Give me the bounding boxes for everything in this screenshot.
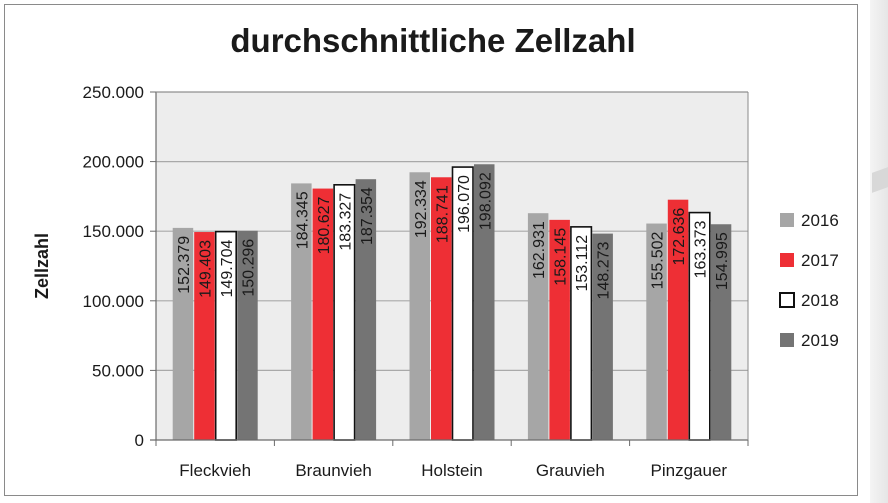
bar-2017-fleckvieh bbox=[194, 232, 215, 440]
data-label: 158.145 bbox=[553, 228, 570, 286]
bar-2019-pinzgauer bbox=[710, 224, 732, 440]
x-tick-labels: Fleckvieh Braunvieh Holstein Grauvieh Pinzga… bbox=[179, 461, 727, 480]
bar-2019-holstein bbox=[474, 164, 495, 441]
data-label: 192.334 bbox=[413, 180, 430, 238]
legend-swatch-2017 bbox=[780, 253, 794, 267]
legend-swatch-2018 bbox=[779, 292, 795, 308]
data-label: 188.741 bbox=[434, 185, 451, 243]
legend: 2016 2017 2018 2019 bbox=[779, 211, 839, 350]
data-label: 184.345 bbox=[294, 191, 311, 249]
data-label: 163.373 bbox=[693, 220, 710, 278]
x-tick-label-pinzgauer: Pinzgauer bbox=[651, 461, 728, 480]
bar-2017-grauvieh bbox=[549, 219, 570, 440]
bar-2016-braunvieh bbox=[291, 183, 312, 440]
y-tick-label: 250.000 bbox=[83, 83, 144, 102]
y-tick-label: 0 bbox=[135, 431, 144, 450]
axes bbox=[150, 91, 749, 446]
legend-swatch-2016 bbox=[780, 213, 794, 227]
bar-2019-grauvieh bbox=[592, 233, 613, 440]
bar-2016-pinzgauer bbox=[646, 223, 667, 440]
data-label: 152.379 bbox=[176, 236, 193, 294]
bar-2017-holstein bbox=[431, 177, 452, 440]
x-tick-label-holstein: Holstein bbox=[421, 461, 482, 480]
legend-label-2018: 2018 bbox=[801, 291, 839, 310]
bar-2019-braunvieh bbox=[355, 179, 377, 440]
chart-title: durchschnittliche Zellzahl bbox=[230, 22, 635, 59]
x-tick-label-fleckvieh: Fleckvieh bbox=[179, 461, 251, 480]
data-labels: 152.379 149.403 149.704 150.296 184.345 180.6… bbox=[176, 172, 731, 299]
data-label: 155.502 bbox=[650, 231, 667, 289]
data-label: 196.070 bbox=[456, 175, 473, 233]
data-label: 162.931 bbox=[531, 221, 548, 279]
bar-2016-grauvieh bbox=[527, 213, 549, 440]
data-label: 150.296 bbox=[240, 239, 257, 297]
data-label: 149.403 bbox=[197, 240, 214, 298]
legend-label-2016: 2016 bbox=[801, 211, 839, 230]
y-tick-label: 50.000 bbox=[92, 361, 144, 380]
data-label: 172.636 bbox=[671, 208, 688, 266]
x-tick-label-braunvieh: Braunvieh bbox=[295, 461, 372, 480]
bar-2017-pinzgauer bbox=[667, 199, 689, 440]
y-tick-label: 150.000 bbox=[83, 222, 144, 241]
data-label: 148.273 bbox=[596, 242, 613, 300]
legend-label-2017: 2017 bbox=[801, 251, 839, 270]
data-label: 149.704 bbox=[219, 240, 236, 298]
data-label: 187.354 bbox=[359, 187, 376, 245]
page-edge-shadow bbox=[870, 0, 888, 503]
data-label: 153.112 bbox=[574, 235, 591, 292]
data-label: 198.092 bbox=[477, 172, 494, 230]
y-axis-label: Zellzahl bbox=[32, 233, 52, 299]
legend-swatch-2019 bbox=[780, 333, 794, 347]
bar-2016-fleckvieh bbox=[172, 227, 194, 440]
y-tick-labels: 0 50.000 100.000 150.000 200.000 250.000 bbox=[83, 83, 144, 450]
data-label: 180.627 bbox=[316, 196, 333, 254]
bar-2019-fleckvieh bbox=[237, 230, 258, 440]
legend-label-2019: 2019 bbox=[801, 331, 839, 350]
data-label: 154.995 bbox=[714, 232, 731, 290]
bar-2017-braunvieh bbox=[312, 188, 334, 440]
x-tick-label-grauvieh: Grauvieh bbox=[536, 461, 605, 480]
bar-2016-holstein bbox=[409, 172, 430, 441]
y-tick-label: 100.000 bbox=[83, 292, 144, 311]
data-label: 183.327 bbox=[337, 193, 354, 251]
bars bbox=[172, 164, 732, 441]
y-tick-label: 200.000 bbox=[83, 153, 144, 172]
